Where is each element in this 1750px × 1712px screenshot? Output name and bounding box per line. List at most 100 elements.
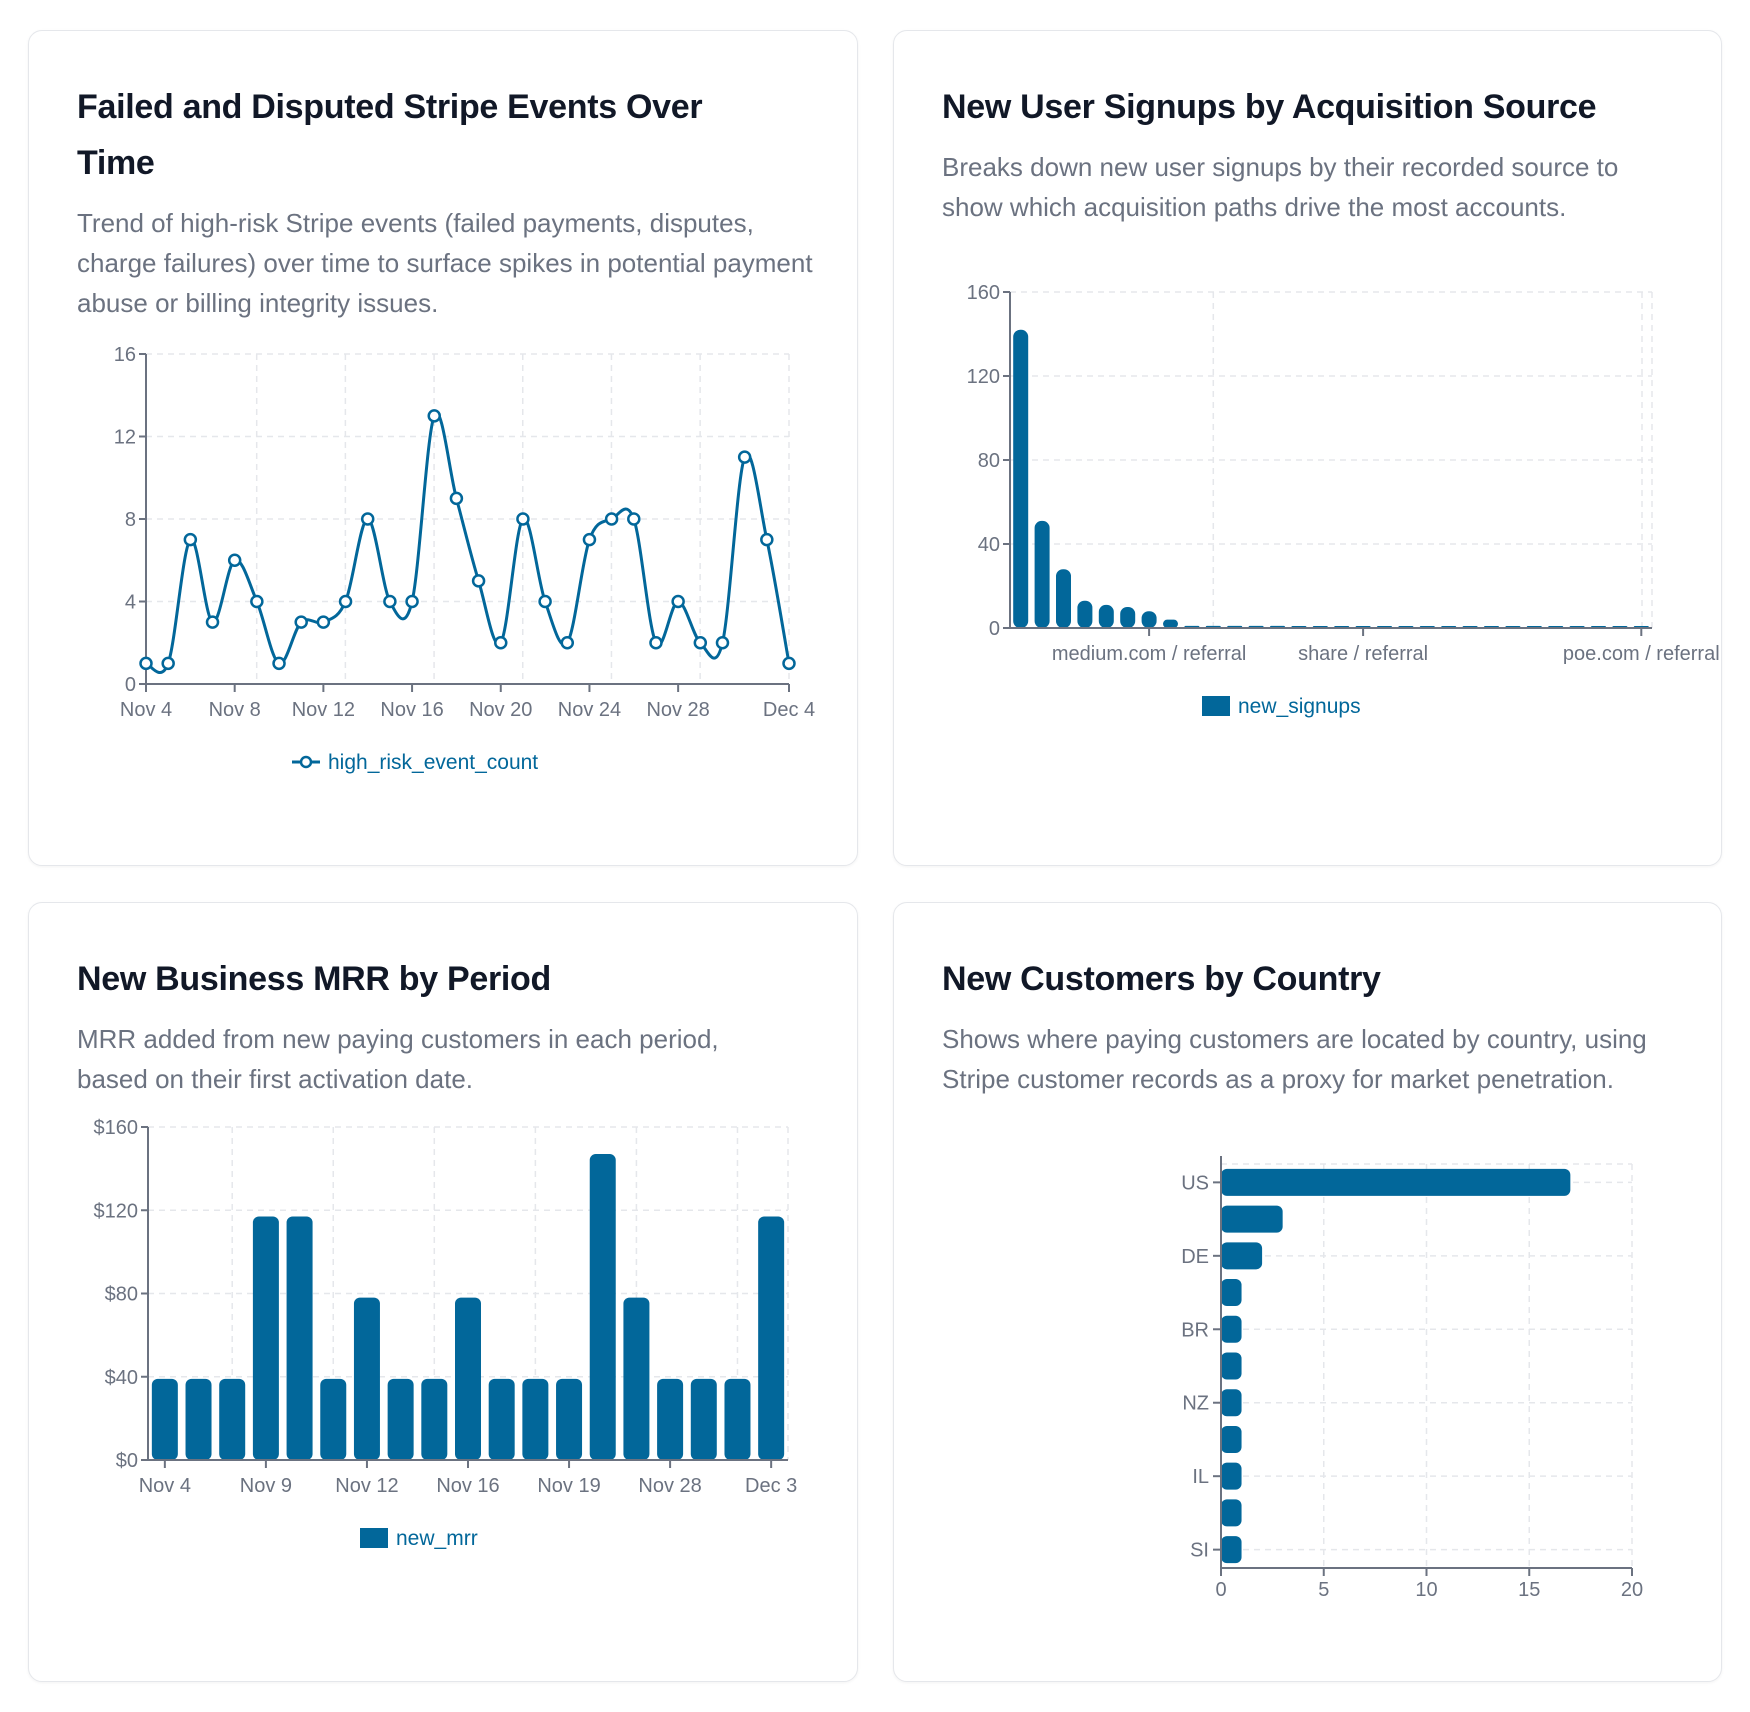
card-title: Failed and Disputed Stripe Events Over T… [77, 88, 703, 182]
y-tick-label: IL [1192, 1466, 1209, 1488]
x-tick-label: Nov 4 [139, 1475, 191, 1497]
y-tick-label: US [1181, 1172, 1209, 1194]
x-tick-label: Nov 8 [209, 699, 261, 721]
data-point [649, 636, 663, 650]
bar [1034, 520, 1050, 628]
country-bar-chart: US DE BR NZ IL SI 0 5 10 15 20 [1181, 1156, 1643, 1601]
y-tick-label: $40 [105, 1367, 138, 1389]
y-tick-label: 0 [125, 674, 136, 696]
x-tick-label: Nov 24 [558, 699, 621, 721]
y-tick-label: SI [1190, 1540, 1209, 1562]
data-point [538, 594, 552, 609]
card-title: New Business MRR by Period [77, 960, 551, 998]
y-tick-label: $0 [116, 1450, 138, 1472]
data-point [760, 532, 774, 547]
x-tick-label: Nov 12 [335, 1475, 398, 1497]
x-tick-label: medium.com / referral [1052, 643, 1247, 665]
data-point [715, 636, 730, 650]
data-point [139, 656, 153, 671]
data-point [405, 594, 419, 609]
x-tick-label: Nov 9 [240, 1475, 292, 1497]
bar [185, 1378, 212, 1460]
chart-card-mrr: New Business MRR by Period MRR added fro… [28, 902, 858, 1682]
bar [151, 1378, 178, 1460]
card-description: Shows where paying customers are located… [942, 1024, 1647, 1094]
y-tick-label: DE [1181, 1246, 1209, 1268]
data-point [272, 656, 286, 671]
bar [353, 1297, 380, 1460]
x-tick-label: share / referral [1298, 643, 1428, 665]
y-tick-label: 0 [989, 618, 1000, 640]
y-tick-label: $80 [105, 1284, 138, 1306]
chart-card-countries: New Customers by Country Shows where pay… [893, 902, 1722, 1682]
bar [657, 1378, 684, 1460]
data-point [782, 656, 796, 671]
chart-card-stripe-events: Failed and Disputed Stripe Events Over T… [28, 30, 858, 866]
bar [724, 1378, 751, 1460]
data-point [671, 594, 685, 609]
data-point [737, 450, 752, 464]
bar [1163, 619, 1178, 628]
data-point [250, 594, 264, 609]
bar [1221, 1425, 1242, 1453]
card-title: New Customers by Country [942, 960, 1381, 998]
data-point [205, 615, 220, 629]
data-point [294, 615, 308, 629]
data-point [449, 491, 464, 506]
x-tick-label: 15 [1518, 1579, 1540, 1601]
data-point [183, 532, 198, 547]
x-tick-label: Nov 20 [469, 699, 532, 721]
bar [1056, 569, 1071, 628]
data-point [338, 594, 353, 609]
bar [1221, 1536, 1242, 1564]
bar [488, 1378, 515, 1460]
mrr-bar-chart: $0 $40 $80 $120 $160 Nov 4 Nov 9 Nov 12 Nov 16 No… [94, 1117, 798, 1550]
x-tick-label: 10 [1415, 1579, 1437, 1601]
y-tick-label: 8 [125, 509, 136, 531]
y-tick-label: 16 [114, 344, 136, 366]
bar [387, 1378, 414, 1460]
bar [286, 1216, 313, 1460]
bar [1221, 1352, 1242, 1380]
data-point [427, 409, 441, 423]
card-description: MRR added from new paying customers in e… [77, 1024, 719, 1094]
bar [320, 1378, 347, 1460]
series-line [145, 411, 791, 674]
bar [1141, 611, 1157, 628]
y-tick-label: 120 [967, 366, 1000, 388]
bar [1221, 1279, 1242, 1307]
x-tick-label: 0 [1215, 1579, 1226, 1601]
y-tick-label: NZ [1182, 1393, 1209, 1415]
card-description: Trend of high-risk Stripe events (failed… [77, 208, 813, 318]
legend-label: high_risk_event_count [328, 751, 538, 774]
bar [1013, 329, 1029, 628]
data-point [161, 656, 175, 671]
card-title: New User Signups by Acquisition Source [942, 88, 1597, 126]
data-point [494, 636, 508, 650]
y-tick-label: $120 [94, 1200, 139, 1222]
bar [1221, 1168, 1571, 1196]
x-tick-label: Nov 12 [292, 699, 355, 721]
bar [1221, 1205, 1283, 1233]
legend-marker-icon [299, 755, 313, 769]
chart-card-signups: New User Signups by Acquisition Source B… [893, 30, 1722, 866]
data-point [383, 594, 397, 609]
y-tick-label: 80 [978, 450, 1000, 472]
x-tick-label: Nov 19 [537, 1475, 600, 1497]
data-point [516, 512, 530, 526]
bar [252, 1216, 279, 1460]
legend-label: new_mrr [396, 1527, 478, 1550]
bar [1077, 600, 1093, 628]
data-point [471, 574, 486, 588]
data-point [582, 532, 597, 547]
bar [1221, 1315, 1242, 1343]
y-tick-label: BR [1181, 1319, 1209, 1341]
y-tick-label: 40 [978, 534, 1000, 556]
card-description: Breaks down new user signups by their re… [942, 152, 1619, 222]
x-tick-label: Nov 16 [436, 1475, 499, 1497]
x-tick-label: poe.com / referral [1563, 643, 1720, 665]
bar [455, 1297, 481, 1460]
legend-swatch [360, 1528, 388, 1548]
data-point [560, 636, 575, 650]
